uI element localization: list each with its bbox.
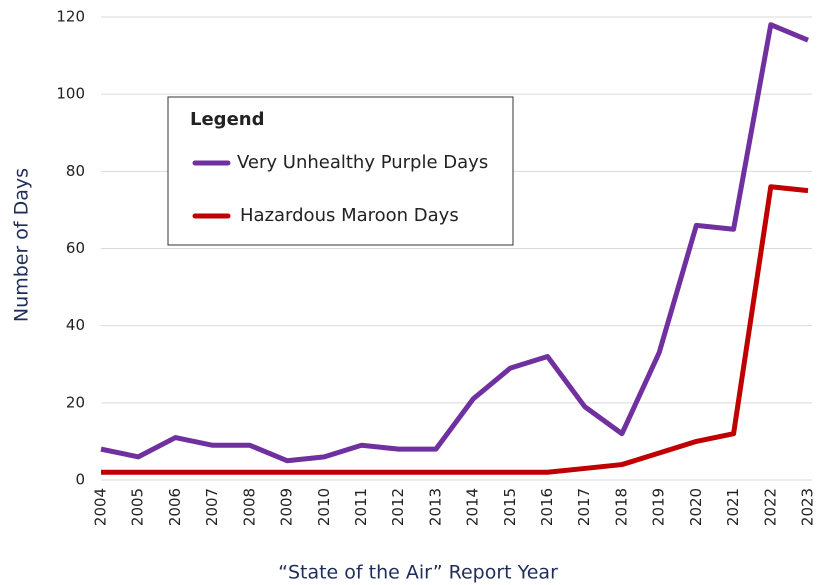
- y-tick-label: 40: [66, 316, 85, 334]
- x-tick-label: 2009: [278, 488, 296, 526]
- y-axis-title: Number of Days: [11, 168, 33, 322]
- data-line: [100, 22, 809, 464]
- x-tick-label: 2004: [92, 488, 110, 526]
- y-tick-label: 0: [75, 471, 85, 489]
- y-tick-label: 20: [66, 393, 85, 411]
- x-tick-label: 2017: [575, 488, 593, 526]
- x-tick-label: 2021: [724, 488, 742, 526]
- y-tick-label: 120: [56, 8, 85, 26]
- x-tick-label: 2018: [612, 488, 630, 526]
- x-tick-label: 2005: [129, 488, 147, 526]
- legend-label: Very Unhealthy Purple Days: [237, 152, 488, 173]
- y-tick-label: 80: [66, 162, 85, 180]
- legend-box: [167, 96, 514, 246]
- x-tick-label: 2008: [240, 488, 258, 526]
- x-tick-label: 2022: [761, 488, 779, 526]
- x-tick-label: 2013: [426, 488, 444, 526]
- data-line: [101, 184, 809, 475]
- legend-label: Hazardous Maroon Days: [240, 205, 459, 226]
- legend-title: Legend: [190, 109, 264, 130]
- x-tick-label: 2007: [203, 488, 221, 526]
- x-tick-label: 2015: [501, 488, 519, 526]
- y-tick-label: 60: [66, 239, 85, 257]
- x-tick-label: 2010: [315, 488, 333, 526]
- x-axis-title: “State of the Air” Report Year: [278, 562, 558, 584]
- x-tick-label: 2023: [799, 488, 817, 526]
- x-tick-label: 2016: [538, 488, 556, 526]
- x-tick-label: 2014: [464, 488, 482, 526]
- x-tick-label: 2020: [687, 488, 705, 526]
- x-tick-label: 2011: [352, 488, 370, 526]
- x-tick-label: 2006: [166, 488, 184, 526]
- y-tick-label: 100: [56, 85, 85, 103]
- x-tick-label: 2012: [389, 488, 407, 526]
- x-tick-label: 2019: [650, 488, 668, 526]
